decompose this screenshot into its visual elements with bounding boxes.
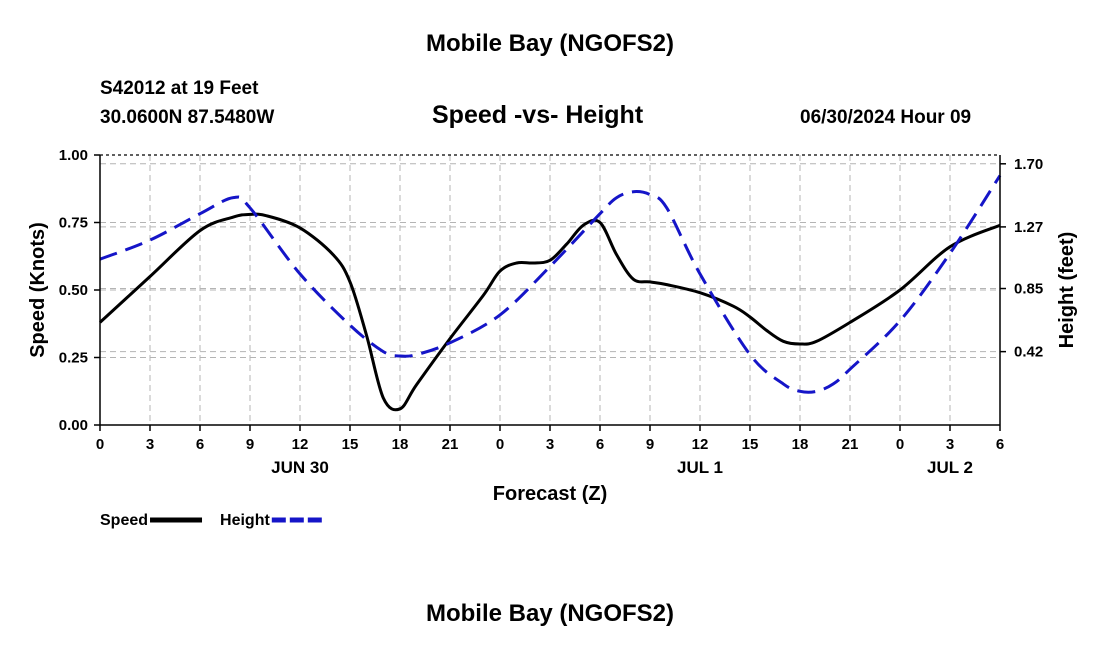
series-line-height	[99, 174, 1002, 394]
grid-lines	[100, 155, 1000, 425]
x-tick-label: 3	[946, 436, 954, 453]
x-tick-label: 6	[596, 436, 604, 453]
y-tick-label: 0.75	[59, 215, 88, 232]
day-label: JUL 2	[927, 458, 973, 477]
x-tick-label: 9	[246, 436, 254, 453]
x-tick-label: 9	[646, 436, 654, 453]
x-tick-label: 21	[442, 436, 459, 453]
y2-tick-label: 0.42	[1014, 344, 1043, 361]
x-tick-label: 3	[146, 436, 154, 453]
y-tick-label: 1.00	[59, 147, 88, 164]
x-tick-label: 3	[546, 436, 554, 453]
x-tick-label: 15	[342, 436, 359, 453]
forecast-datetime: 06/30/2024 Hour 09	[800, 107, 972, 128]
x-tick-label: 12	[692, 436, 709, 453]
day-label: JUL 1	[677, 458, 723, 477]
x-tick-label: 0	[496, 436, 504, 453]
axes: 0 3 6 9 12 15 18 21 0 3 6 9 12 15 18 21 0 3 6 JUN 30 JUL 1 JU…	[59, 147, 1043, 477]
x-tick-label: 18	[792, 436, 809, 453]
x-axis-label: Forecast (Z)	[493, 483, 607, 505]
day-label: JUN 30	[271, 458, 329, 477]
y-tick-label: 0.50	[59, 282, 88, 299]
legend-label-speed: Speed	[100, 512, 148, 529]
station-label: S42012 at 19 Feet	[100, 78, 259, 99]
chart-title: Mobile Bay (NGOFS2)	[425, 30, 675, 57]
chart-subtitle: Speed -vs- Height	[432, 101, 644, 129]
coordinates-label: 30.0600N 87.5480W	[100, 107, 275, 128]
x-tick-label: 21	[842, 436, 859, 453]
x-tick-label: 0	[96, 436, 104, 453]
x-tick-label: 15	[742, 436, 759, 453]
y-tick-label: 0.25	[59, 350, 88, 367]
legend: Speed Height	[100, 512, 324, 529]
y-axis-label: Speed (Knots)	[27, 222, 49, 358]
footer-title: Mobile Bay (NGOFS2)	[425, 600, 675, 627]
legend-label-height: Height	[220, 512, 270, 529]
y2-axis-label: Height (feet)	[1056, 232, 1078, 349]
x-tick-label: 6	[196, 436, 204, 453]
series-lines	[98, 174, 1002, 412]
x-tick-label: 12	[292, 436, 309, 453]
x-tick-label: 0	[896, 436, 904, 453]
y2-tick-label: 0.85	[1014, 281, 1043, 298]
y2-tick-label: 1.27	[1014, 219, 1043, 236]
x-tick-label: 18	[392, 436, 409, 453]
x-tick-label: 6	[996, 436, 1004, 453]
y-tick-label: 0.00	[59, 417, 88, 434]
series-line-speed	[98, 212, 1001, 412]
y2-tick-label: 1.70	[1014, 156, 1043, 173]
